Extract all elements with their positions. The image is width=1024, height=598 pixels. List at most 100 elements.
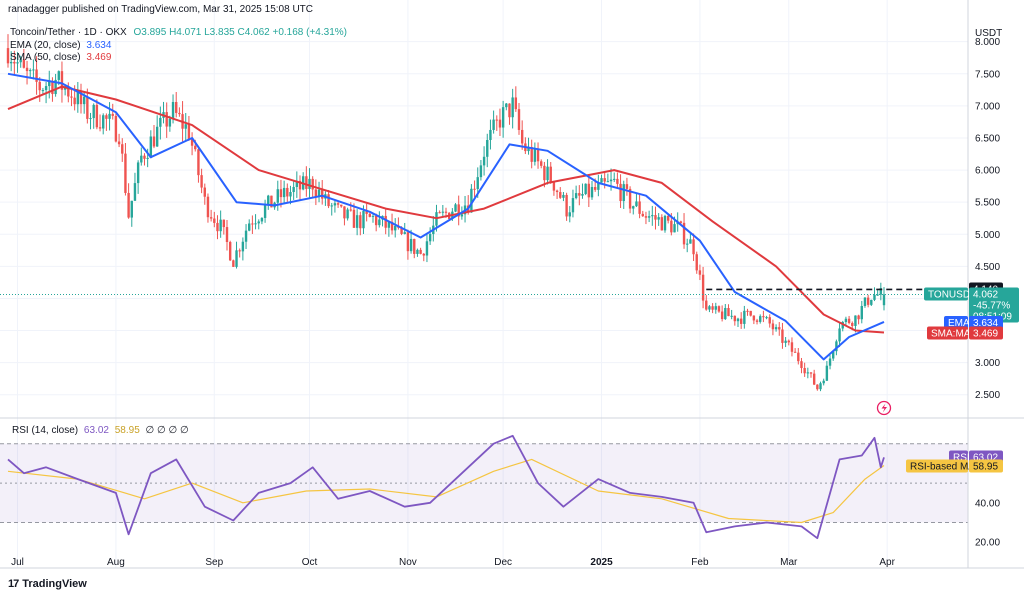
rsi-legend[interactable]: RSI (14, close) 63.02 58.95 ∅ ∅ ∅ ∅ [12,425,189,436]
candle-body [336,203,340,205]
candle-body [130,200,133,218]
candle-body [228,241,232,261]
symbol-title[interactable]: Toncoin/Tether · 1D · OKX [10,27,127,38]
price-tick-label: 8.000 [975,37,1000,48]
candle-body [140,155,143,163]
candle-body [692,239,695,255]
candle-body [152,136,156,147]
price-grid [0,0,968,568]
candle-body [657,217,660,220]
candle-body [16,62,19,64]
candle-body [184,124,187,129]
candle-body [222,219,226,228]
candle-body [533,149,537,162]
indicator-lines [0,72,968,361]
candle-body [73,97,76,105]
candle-body [597,182,600,190]
symbol-tag-text: TONUSDT [928,289,976,300]
candle-body [206,196,210,218]
candle-body [241,241,245,252]
candle-body [346,209,349,219]
candle-body [124,153,127,193]
candle-body [708,306,711,310]
candle-body [374,215,378,226]
candle-body [219,219,222,232]
candle-body [6,48,10,64]
candle-body [800,361,803,369]
time-tick-label: Apr [879,557,895,568]
candle-body [67,87,70,97]
candle-body [613,178,616,180]
price-tick-label: 6.500 [975,133,1000,144]
candle-body [390,221,394,231]
candle-body [70,96,73,98]
candle-body [178,112,181,115]
ema-legend[interactable]: EMA (20, close) 3.634 [10,40,111,51]
candle-body [559,192,562,198]
candle-body [825,365,829,381]
flash-icon[interactable] [876,400,892,416]
candle-body [25,67,29,72]
candle-body [143,155,146,159]
candle-body [832,351,835,359]
candle-body [102,115,105,129]
ema20-line [7,72,885,361]
candle-body [76,90,80,105]
candle-body [9,61,13,64]
candle-body [593,187,597,190]
tradingview-brand[interactable]: 17 TradingView [8,578,87,590]
candle-body [308,178,311,189]
candle-body [752,315,756,321]
candle-body [851,322,854,326]
candle-body [581,194,584,196]
price-tags: 4.140TONUSDT4.062-45.77%08:51:09EMA3.634… [906,282,1019,473]
time-tick-label: Jul [11,557,24,568]
sma-legend-value: 3.469 [86,52,112,63]
candle-body [727,307,730,317]
time-tick-label: Nov [399,557,417,568]
candle-body [809,372,813,374]
candle-body [781,329,784,343]
symbol-line: Toncoin/Tether · 1D · OKX O3.895 H4.071 … [10,27,347,38]
candle-body [492,119,495,130]
candle-body [663,215,667,231]
rsi-legend-extra: ∅ ∅ ∅ ∅ [145,425,189,436]
candle-body [641,213,644,217]
candle-body [774,327,778,330]
candle-body [476,177,479,189]
candle-body [784,340,787,343]
candle-body [736,318,740,322]
sma-legend[interactable]: SMA (50, close) 3.469 [10,52,111,63]
sma-name-tag-text: SMA:MA [931,329,971,340]
candle-body [479,165,483,178]
candle-body [203,187,206,197]
rsi-tick-label: 20.00 [975,538,1000,549]
candle-body [733,315,737,322]
candle-body [286,187,289,197]
candle-body [505,103,508,108]
candle-body [819,383,822,390]
candle-body [314,189,318,197]
time-tick-label: 2025 [590,557,613,568]
candle-body [666,215,670,221]
rsi-ma-value-tag: 58.95 [969,459,1003,473]
candle-body [270,195,273,208]
candle-body [863,297,867,307]
candle-body [647,216,651,218]
candle-body [340,204,343,207]
price-tick-label: 7.500 [975,69,1000,80]
candle-body [114,115,118,142]
candle-body [543,165,546,181]
candle-body [743,310,746,324]
candle-body [714,306,717,310]
sma-value-tag: 3.469 [969,326,1003,340]
candle-body [489,129,492,140]
candle-body [352,209,356,228]
time-tick-label: Aug [107,557,125,568]
candle-body [60,71,64,90]
price-tick-label: 5.000 [975,230,1000,241]
ema-legend-label: EMA (20, close) [10,40,81,51]
candle-body [117,141,121,145]
candle-body [248,223,251,231]
